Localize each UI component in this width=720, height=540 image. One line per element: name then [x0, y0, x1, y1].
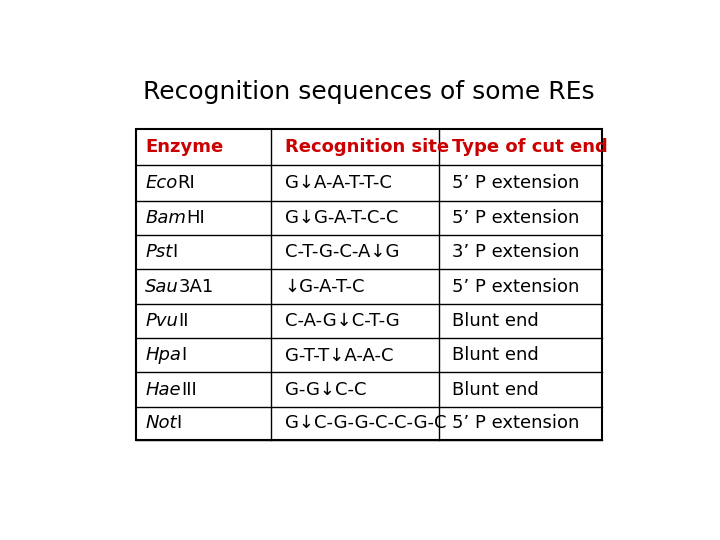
Text: C-T-G-C-A↓G: C-T-G-C-A↓G — [284, 244, 399, 261]
Polygon shape — [136, 129, 602, 440]
Text: 5’ P extension: 5’ P extension — [452, 174, 580, 192]
Text: Eco: Eco — [145, 174, 178, 192]
Text: G↓G-A-T-C-C: G↓G-A-T-C-C — [284, 209, 398, 227]
Text: Recognition site: Recognition site — [284, 138, 449, 157]
Text: Enzyme: Enzyme — [145, 138, 223, 157]
Text: 3’ P extension: 3’ P extension — [452, 244, 580, 261]
Text: G-T-T↓A-A-C: G-T-T↓A-A-C — [284, 347, 393, 364]
Text: 5’ P extension: 5’ P extension — [452, 278, 580, 295]
Text: Sau: Sau — [145, 278, 179, 295]
Text: ↓G-A-T-C: ↓G-A-T-C — [284, 278, 365, 295]
Text: Type of cut end: Type of cut end — [452, 138, 608, 157]
Text: 5’ P extension: 5’ P extension — [452, 414, 580, 432]
Text: G-G↓C-C: G-G↓C-C — [284, 381, 366, 399]
Text: I: I — [181, 347, 186, 364]
Text: G↓A-A-T-T-C: G↓A-A-T-T-C — [284, 174, 392, 192]
Text: Blunt end: Blunt end — [452, 381, 539, 399]
Text: Blunt end: Blunt end — [452, 312, 539, 330]
Text: 5’ P extension: 5’ P extension — [452, 209, 580, 227]
Text: 3A1: 3A1 — [179, 278, 215, 295]
Text: I: I — [176, 414, 182, 432]
Text: Bam: Bam — [145, 209, 186, 227]
Text: Blunt end: Blunt end — [452, 347, 539, 364]
Text: Pvu: Pvu — [145, 312, 178, 330]
Text: Hpa: Hpa — [145, 347, 181, 364]
Text: Recognition sequences of some REs: Recognition sequences of some REs — [143, 80, 595, 104]
Text: RI: RI — [178, 174, 195, 192]
Text: Pst: Pst — [145, 244, 173, 261]
Text: Not: Not — [145, 414, 176, 432]
Text: II: II — [178, 312, 189, 330]
Text: Hae: Hae — [145, 381, 181, 399]
Text: HI: HI — [186, 209, 205, 227]
Text: I: I — [173, 244, 178, 261]
Text: G↓C-G-G-C-C-G-C: G↓C-G-G-C-C-G-C — [284, 414, 446, 432]
Text: C-A-G↓C-T-G: C-A-G↓C-T-G — [284, 312, 400, 330]
Text: III: III — [181, 381, 197, 399]
